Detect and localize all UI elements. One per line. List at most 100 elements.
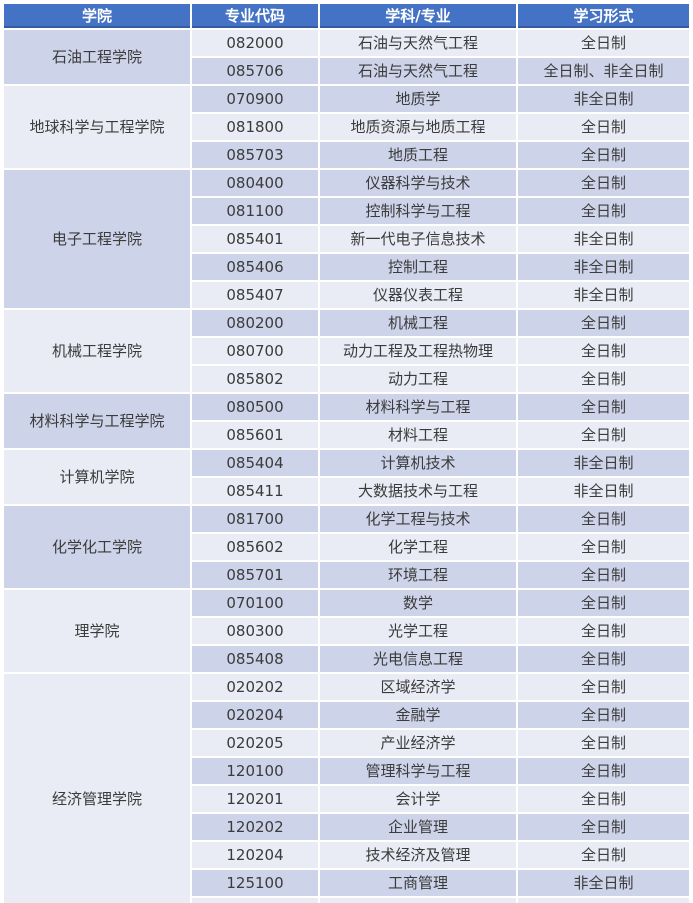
major-cell: 技术经济及管理 [320, 842, 516, 868]
code-cell: 082000 [192, 30, 318, 56]
code-cell: 085411 [192, 478, 318, 504]
code-cell: 120202 [192, 814, 318, 840]
form-cell: 全日制 [518, 170, 689, 196]
major-cell: 地质学 [320, 86, 516, 112]
code-cell: 080700 [192, 338, 318, 364]
form-cell: 全日制 [518, 562, 689, 588]
major-cell: 大数据技术与工程 [320, 478, 516, 504]
form-cell: 全日制 [518, 338, 689, 364]
code-cell: 085404 [192, 450, 318, 476]
form-cell: 全日制 [518, 730, 689, 756]
major-cell: 会计学 [320, 786, 516, 812]
code-cell: 070900 [192, 86, 318, 112]
code-cell: 120204 [192, 842, 318, 868]
form-cell: 全日制 [518, 646, 689, 672]
form-cell: 非全日制 [518, 450, 689, 476]
college-cell: 材料科学与工程学院 [4, 394, 190, 448]
code-cell: 085401 [192, 226, 318, 252]
column-header: 学科/专业 [320, 4, 516, 28]
major-cell: 石油与天然气工程 [320, 30, 516, 56]
code-cell: 020204 [192, 702, 318, 728]
form-cell: 全日制 [518, 506, 689, 532]
code-cell: 020202 [192, 674, 318, 700]
major-cell: 管理科学与工程 [320, 758, 516, 784]
code-cell: 085601 [192, 422, 318, 448]
form-cell: 全日制 [518, 842, 689, 868]
college-cell: 计算机学院 [4, 450, 190, 504]
major-cell: 新一代电子信息技术 [320, 226, 516, 252]
form-cell: 非全日制 [518, 478, 689, 504]
code-cell: 020205 [192, 730, 318, 756]
major-cell: 控制科学与工程 [320, 198, 516, 224]
form-cell: 全日制 [518, 310, 689, 336]
major-cell: 化学工程 [320, 534, 516, 560]
form-cell: 全日制 [518, 702, 689, 728]
major-cell: 化学工程与技术 [320, 506, 516, 532]
form-cell: 全日制 [518, 590, 689, 616]
major-cell: 数学 [320, 590, 516, 616]
form-cell: 全日制 [518, 142, 689, 168]
form-cell: 全日制 [518, 618, 689, 644]
major-cell: 地质资源与地质工程 [320, 114, 516, 140]
code-cell: 080300 [192, 618, 318, 644]
column-header: 学院 [4, 4, 190, 28]
form-cell: 全日制 [518, 114, 689, 140]
major-cell: 计算机技术 [320, 450, 516, 476]
major-cell: 石油与天然气工程 [320, 58, 516, 84]
form-cell: 全日制 [518, 422, 689, 448]
form-cell: 全日制 [518, 534, 689, 560]
form-cell: 非全日制 [518, 282, 689, 308]
partial-row-cell [192, 898, 318, 903]
major-cell: 光学工程 [320, 618, 516, 644]
major-cell: 材料工程 [320, 422, 516, 448]
form-cell: 全日制 [518, 674, 689, 700]
code-cell: 080400 [192, 170, 318, 196]
form-cell: 全日制 [518, 758, 689, 784]
form-cell: 全日制 [518, 30, 689, 56]
code-cell: 085701 [192, 562, 318, 588]
majors-table: 学院 专业代码 学科/专业 学习形式 石油工程学院 082000 石油与天然气工程 全日制 08… [4, 4, 689, 903]
college-cell: 化学化工学院 [4, 506, 190, 588]
major-cell: 材料科学与工程 [320, 394, 516, 420]
form-cell: 全日制、非全日制 [518, 58, 689, 84]
college-cell: 石油工程学院 [4, 30, 190, 84]
code-cell: 081800 [192, 114, 318, 140]
major-cell: 仪器科学与技术 [320, 170, 516, 196]
code-cell: 125100 [192, 870, 318, 896]
major-cell: 企业管理 [320, 814, 516, 840]
column-header: 专业代码 [192, 4, 318, 28]
code-cell: 085406 [192, 254, 318, 280]
major-cell: 控制工程 [320, 254, 516, 280]
code-cell: 070100 [192, 590, 318, 616]
form-cell: 全日制 [518, 366, 689, 392]
form-cell: 非全日制 [518, 870, 689, 896]
major-cell: 金融学 [320, 702, 516, 728]
college-cell: 地球科学与工程学院 [4, 86, 190, 168]
form-cell: 全日制 [518, 394, 689, 420]
major-cell: 地质工程 [320, 142, 516, 168]
code-cell: 085407 [192, 282, 318, 308]
major-cell: 动力工程及工程热物理 [320, 338, 516, 364]
major-cell: 机械工程 [320, 310, 516, 336]
code-cell: 081100 [192, 198, 318, 224]
form-cell: 全日制 [518, 814, 689, 840]
code-cell: 120100 [192, 758, 318, 784]
major-cell: 仪器仪表工程 [320, 282, 516, 308]
major-cell: 工商管理 [320, 870, 516, 896]
college-cell: 机械工程学院 [4, 310, 190, 392]
major-cell: 区域经济学 [320, 674, 516, 700]
major-cell: 环境工程 [320, 562, 516, 588]
code-cell: 081700 [192, 506, 318, 532]
code-cell: 085703 [192, 142, 318, 168]
partial-row-cell [320, 898, 516, 903]
form-cell: 全日制 [518, 786, 689, 812]
major-cell: 光电信息工程 [320, 646, 516, 672]
code-cell: 085706 [192, 58, 318, 84]
code-cell: 085602 [192, 534, 318, 560]
form-cell: 非全日制 [518, 254, 689, 280]
code-cell: 080500 [192, 394, 318, 420]
college-cell: 经济管理学院 [4, 674, 190, 903]
college-cell: 电子工程学院 [4, 170, 190, 308]
form-cell: 非全日制 [518, 86, 689, 112]
